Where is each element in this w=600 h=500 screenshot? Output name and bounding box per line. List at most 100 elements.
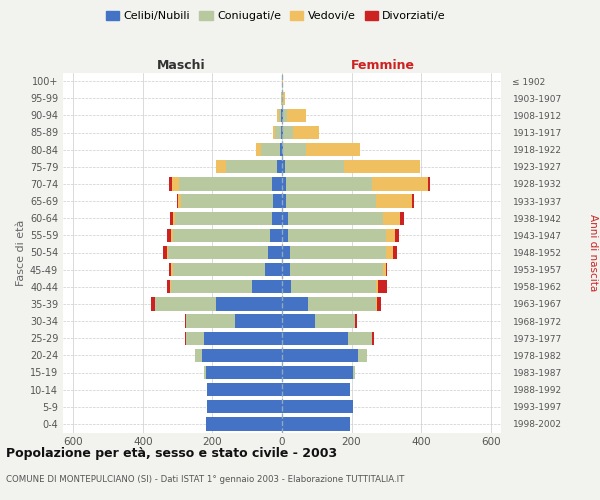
Bar: [282, 297, 308, 310]
Legend: Celibi/Nubili, Coniugati/e, Vedovi/e, Divorziati/e: Celibi/Nubili, Coniugati/e, Vedovi/e, Di…: [101, 6, 451, 26]
Bar: [256, 143, 261, 156]
Bar: [383, 263, 386, 276]
Bar: [283, 143, 305, 156]
Bar: [185, 314, 187, 328]
Bar: [282, 212, 288, 225]
Bar: [216, 297, 282, 310]
Bar: [172, 228, 173, 242]
Bar: [275, 126, 281, 139]
Bar: [315, 314, 355, 328]
Bar: [376, 297, 377, 310]
Bar: [282, 280, 290, 293]
Text: Maschi: Maschi: [157, 58, 206, 71]
Bar: [386, 246, 392, 259]
Bar: [172, 177, 179, 190]
Bar: [273, 126, 275, 139]
Bar: [178, 194, 181, 208]
Bar: [195, 348, 202, 362]
Bar: [285, 160, 344, 173]
Bar: [290, 246, 386, 259]
Bar: [288, 228, 386, 242]
Bar: [282, 417, 350, 430]
Bar: [169, 263, 172, 276]
Bar: [353, 366, 355, 379]
Bar: [170, 212, 173, 225]
Bar: [169, 177, 172, 190]
Bar: [344, 160, 421, 173]
Bar: [205, 366, 206, 379]
Bar: [172, 263, 173, 276]
Bar: [377, 280, 388, 293]
Bar: [277, 108, 278, 122]
Bar: [170, 280, 171, 293]
Bar: [167, 246, 168, 259]
Bar: [179, 177, 272, 190]
Bar: [173, 228, 270, 242]
Bar: [268, 246, 282, 259]
Bar: [373, 177, 428, 190]
Bar: [253, 280, 282, 293]
Bar: [348, 332, 373, 345]
Bar: [288, 212, 383, 225]
Bar: [287, 108, 307, 122]
Bar: [155, 297, 216, 310]
Bar: [376, 280, 377, 293]
Bar: [282, 263, 290, 276]
Bar: [204, 332, 282, 345]
Bar: [282, 348, 358, 362]
Bar: [282, 126, 283, 139]
Bar: [358, 348, 367, 362]
Bar: [167, 228, 172, 242]
Bar: [395, 228, 399, 242]
Bar: [207, 383, 282, 396]
Bar: [173, 212, 175, 225]
Bar: [373, 332, 374, 345]
Bar: [168, 246, 268, 259]
Bar: [282, 314, 315, 328]
Bar: [176, 194, 178, 208]
Bar: [282, 400, 353, 413]
Bar: [270, 228, 282, 242]
Bar: [261, 143, 280, 156]
Bar: [282, 177, 286, 190]
Bar: [400, 212, 404, 225]
Bar: [412, 194, 414, 208]
Bar: [286, 177, 373, 190]
Bar: [216, 160, 226, 173]
Bar: [235, 314, 282, 328]
Bar: [281, 126, 282, 139]
Bar: [265, 263, 282, 276]
Bar: [282, 332, 348, 345]
Bar: [355, 314, 357, 328]
Bar: [376, 194, 412, 208]
Bar: [282, 383, 350, 396]
Bar: [272, 177, 282, 190]
Bar: [293, 126, 319, 139]
Bar: [181, 194, 274, 208]
Bar: [151, 297, 155, 310]
Bar: [173, 263, 265, 276]
Bar: [386, 228, 395, 242]
Bar: [282, 108, 283, 122]
Bar: [305, 143, 359, 156]
Bar: [282, 228, 288, 242]
Bar: [280, 143, 282, 156]
Bar: [175, 212, 272, 225]
Bar: [282, 160, 285, 173]
Bar: [277, 160, 282, 173]
Bar: [392, 246, 397, 259]
Text: Popolazione per età, sesso e stato civile - 2003: Popolazione per età, sesso e stato civil…: [6, 448, 337, 460]
Bar: [274, 194, 282, 208]
Bar: [282, 194, 286, 208]
Bar: [377, 297, 381, 310]
Bar: [207, 400, 282, 413]
Bar: [282, 366, 353, 379]
Bar: [167, 280, 170, 293]
Bar: [187, 314, 235, 328]
Bar: [428, 177, 430, 190]
Bar: [308, 297, 376, 310]
Bar: [272, 212, 282, 225]
Bar: [226, 160, 277, 173]
Bar: [202, 348, 282, 362]
Bar: [163, 246, 167, 259]
